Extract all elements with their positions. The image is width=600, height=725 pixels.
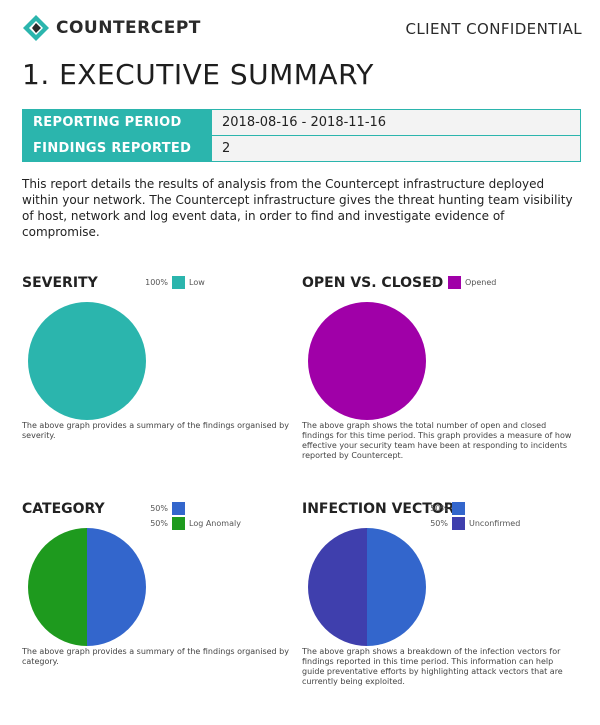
legend-swatch xyxy=(172,502,185,515)
table-value: 2018-08-16 - 2018-11-16 xyxy=(211,109,581,136)
legend-percent: 50% xyxy=(430,504,448,513)
legend-item: 50% Log Anomaly xyxy=(142,516,241,531)
legend-percent: 50% xyxy=(430,519,448,528)
chart-legend: 50% 50% Unconfirmed xyxy=(422,501,520,531)
table-label: REPORTING PERIOD xyxy=(22,109,212,136)
open-closed-pie-chart xyxy=(308,302,426,420)
chart-caption: The above graph provides a summary of th… xyxy=(22,647,289,666)
pie-slice xyxy=(367,528,426,646)
panel-title: CATEGORY xyxy=(22,501,105,517)
legend-swatch xyxy=(452,517,465,530)
chart-legend: 1 Opened xyxy=(410,275,496,290)
legend-swatch xyxy=(172,517,185,530)
panel-title: OPEN VS. CLOSED xyxy=(302,275,444,291)
severity-pie-chart xyxy=(28,302,146,420)
table-label: FINDINGS REPORTED xyxy=(22,135,212,162)
chart-legend: 50% 50% Log Anomaly xyxy=(142,501,241,531)
infection-vector-panel: INFECTION VECTOR 50% 50% Unconfirmed The… xyxy=(302,501,572,711)
page-title: 1. EXECUTIVE SUMMARY xyxy=(22,58,374,91)
legend-label: Opened xyxy=(465,278,497,287)
pie-slice xyxy=(308,302,426,420)
legend-item: 50% Unconfirmed xyxy=(422,516,520,531)
severity-panel: SEVERITY 100% Low The above graph provid… xyxy=(22,275,292,485)
category-panel: CATEGORY 50% 50% Log Anomaly The above g… xyxy=(22,501,292,711)
panel-title: INFECTION VECTOR xyxy=(302,501,455,517)
countercept-logo-icon xyxy=(23,15,49,41)
table-row: FINDINGS REPORTED 2 xyxy=(22,135,581,162)
chart-caption: The above graph provides a summary of th… xyxy=(22,421,289,440)
pie-slice xyxy=(28,302,146,420)
table-value: 2 xyxy=(211,135,581,162)
legend-swatch xyxy=(172,276,185,289)
infection-vector-pie-chart xyxy=(308,528,426,646)
legend-percent: 50% xyxy=(150,519,168,528)
pie-slice xyxy=(308,528,367,646)
report-header: COUNTERCEPT CLIENT CONFIDENTIAL xyxy=(22,14,582,46)
panel-title: SEVERITY xyxy=(22,275,98,291)
open-closed-panel: OPEN VS. CLOSED 1 Opened The above graph… xyxy=(302,275,572,485)
legend-item: 50% xyxy=(422,501,520,516)
brand-name: COUNTERCEPT xyxy=(56,18,201,38)
legend-item: 50% xyxy=(142,501,241,516)
confidential-label: CLIENT CONFIDENTIAL xyxy=(405,20,582,38)
legend-swatch xyxy=(452,502,465,515)
intro-paragraph: This report details the results of analy… xyxy=(22,177,573,239)
chart-caption: The above graph shows a breakdown of the… xyxy=(302,647,563,686)
table-row: REPORTING PERIOD 2018-08-16 - 2018-11-16 xyxy=(22,109,581,136)
legend-percent: 1 xyxy=(430,278,436,287)
pie-slice xyxy=(28,528,87,646)
report-info-table: REPORTING PERIOD 2018-08-16 - 2018-11-16… xyxy=(22,109,581,162)
legend-swatch xyxy=(448,276,461,289)
chart-legend: 100% Low xyxy=(142,275,205,290)
legend-percent: 100% xyxy=(145,278,168,287)
category-pie-chart xyxy=(28,528,146,646)
legend-label: Log Anomaly xyxy=(189,519,241,528)
pie-slice xyxy=(87,528,146,646)
legend-item: 100% Low xyxy=(142,275,205,290)
legend-label: Unconfirmed xyxy=(469,519,521,528)
legend-label: Low xyxy=(189,278,205,287)
legend-percent: 50% xyxy=(150,504,168,513)
legend-item: 1 Opened xyxy=(410,275,496,290)
brand-logo: COUNTERCEPT xyxy=(22,14,201,42)
chart-caption: The above graph shows the total number o… xyxy=(302,421,572,460)
